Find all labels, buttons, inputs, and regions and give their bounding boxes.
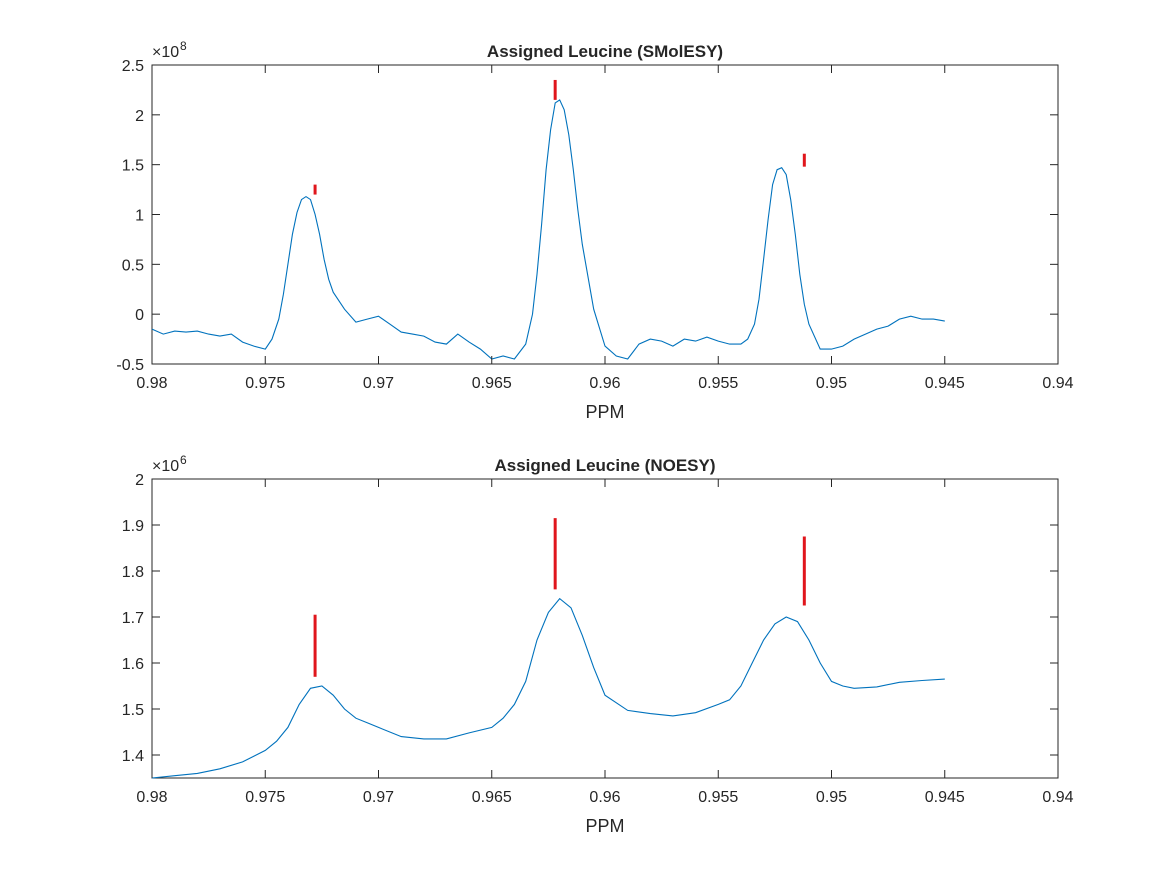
y-exponent: ×10 6 (152, 453, 187, 475)
axes-frame (151, 64, 1059, 365)
y-tick-label: 2 (135, 108, 144, 125)
y-tick-label: 1.5 (122, 158, 144, 175)
chart-title: Assigned Leucine (SMolESY) (487, 42, 723, 61)
spectrum-area (151, 99, 945, 360)
x-tick-label: 0.95 (816, 375, 847, 392)
x-tick-label: 0.95 (816, 789, 847, 806)
y-tick-label: 1.9 (122, 518, 144, 535)
y-tick-label: 0 (135, 307, 144, 324)
x-ticks: 0.98 0.975 0.97 0.965 0.96 0.955 0.95 0.945 0.94 (136, 65, 1074, 392)
y-tick-label: 1.5 (122, 702, 144, 719)
x-tick-label: 0.94 (1042, 789, 1073, 806)
y-tick-label: 1.6 (122, 656, 144, 673)
x-tick-label: 0.96 (589, 789, 620, 806)
y-tick-label: 1.8 (122, 564, 144, 581)
x-tick-label: 0.975 (245, 375, 285, 392)
x-tick-label: 0.955 (698, 789, 738, 806)
peak-markers (313, 79, 806, 195)
y-exponent-power: 6 (180, 453, 187, 467)
x-tick-label: 0.945 (925, 375, 965, 392)
series-line (151, 99, 945, 360)
x-tick-label: 0.955 (698, 375, 738, 392)
x-tick-label: 0.965 (472, 375, 512, 392)
spectrum-area (151, 597, 945, 779)
y-tick-label: 1.4 (122, 748, 144, 765)
subplot-smolesy: 0.98 0.975 0.97 0.965 0.96 0.955 0.95 0.945 0.94… (116, 39, 1073, 422)
y-tick-label: 1 (135, 208, 144, 225)
y-exponent-power: 8 (180, 39, 187, 53)
axes-frame (151, 478, 1059, 779)
series-line (151, 597, 945, 779)
subplot-noesy: 0.98 0.975 0.97 0.965 0.96 0.955 0.95 0.945 0.94… (122, 453, 1074, 836)
x-tick-label: 0.945 (925, 789, 965, 806)
y-tick-label: 2.5 (122, 58, 144, 75)
y-ticks: 1.4 1.5 1.6 1.7 1.8 1.9 2 (122, 472, 1058, 765)
y-tick-label: 0.5 (122, 257, 144, 274)
y-tick-label: 1.7 (122, 610, 144, 627)
y-exponent: ×10 8 (152, 39, 187, 61)
x-tick-label: 0.97 (363, 375, 394, 392)
y-tick-label: -0.5 (116, 357, 144, 374)
x-axis-label: PPM (585, 816, 624, 836)
chart-title: Assigned Leucine (NOESY) (494, 456, 715, 475)
y-tick-label: 2 (135, 472, 144, 489)
x-tick-label: 0.98 (136, 375, 167, 392)
y-ticks: -0.5 0 0.5 1 1.5 2 2.5 (116, 58, 1058, 374)
x-ticks: 0.98 0.975 0.97 0.965 0.96 0.955 0.95 0.945 0.94 (136, 479, 1074, 806)
y-exponent-base: ×10 (152, 44, 179, 61)
x-axis-label: PPM (585, 402, 624, 422)
x-tick-label: 0.975 (245, 789, 285, 806)
x-tick-label: 0.98 (136, 789, 167, 806)
y-exponent-base: ×10 (152, 458, 179, 475)
peak-markers (313, 518, 806, 677)
x-tick-label: 0.965 (472, 789, 512, 806)
x-tick-label: 0.96 (589, 375, 620, 392)
x-tick-label: 0.97 (363, 789, 394, 806)
x-tick-label: 0.94 (1042, 375, 1073, 392)
